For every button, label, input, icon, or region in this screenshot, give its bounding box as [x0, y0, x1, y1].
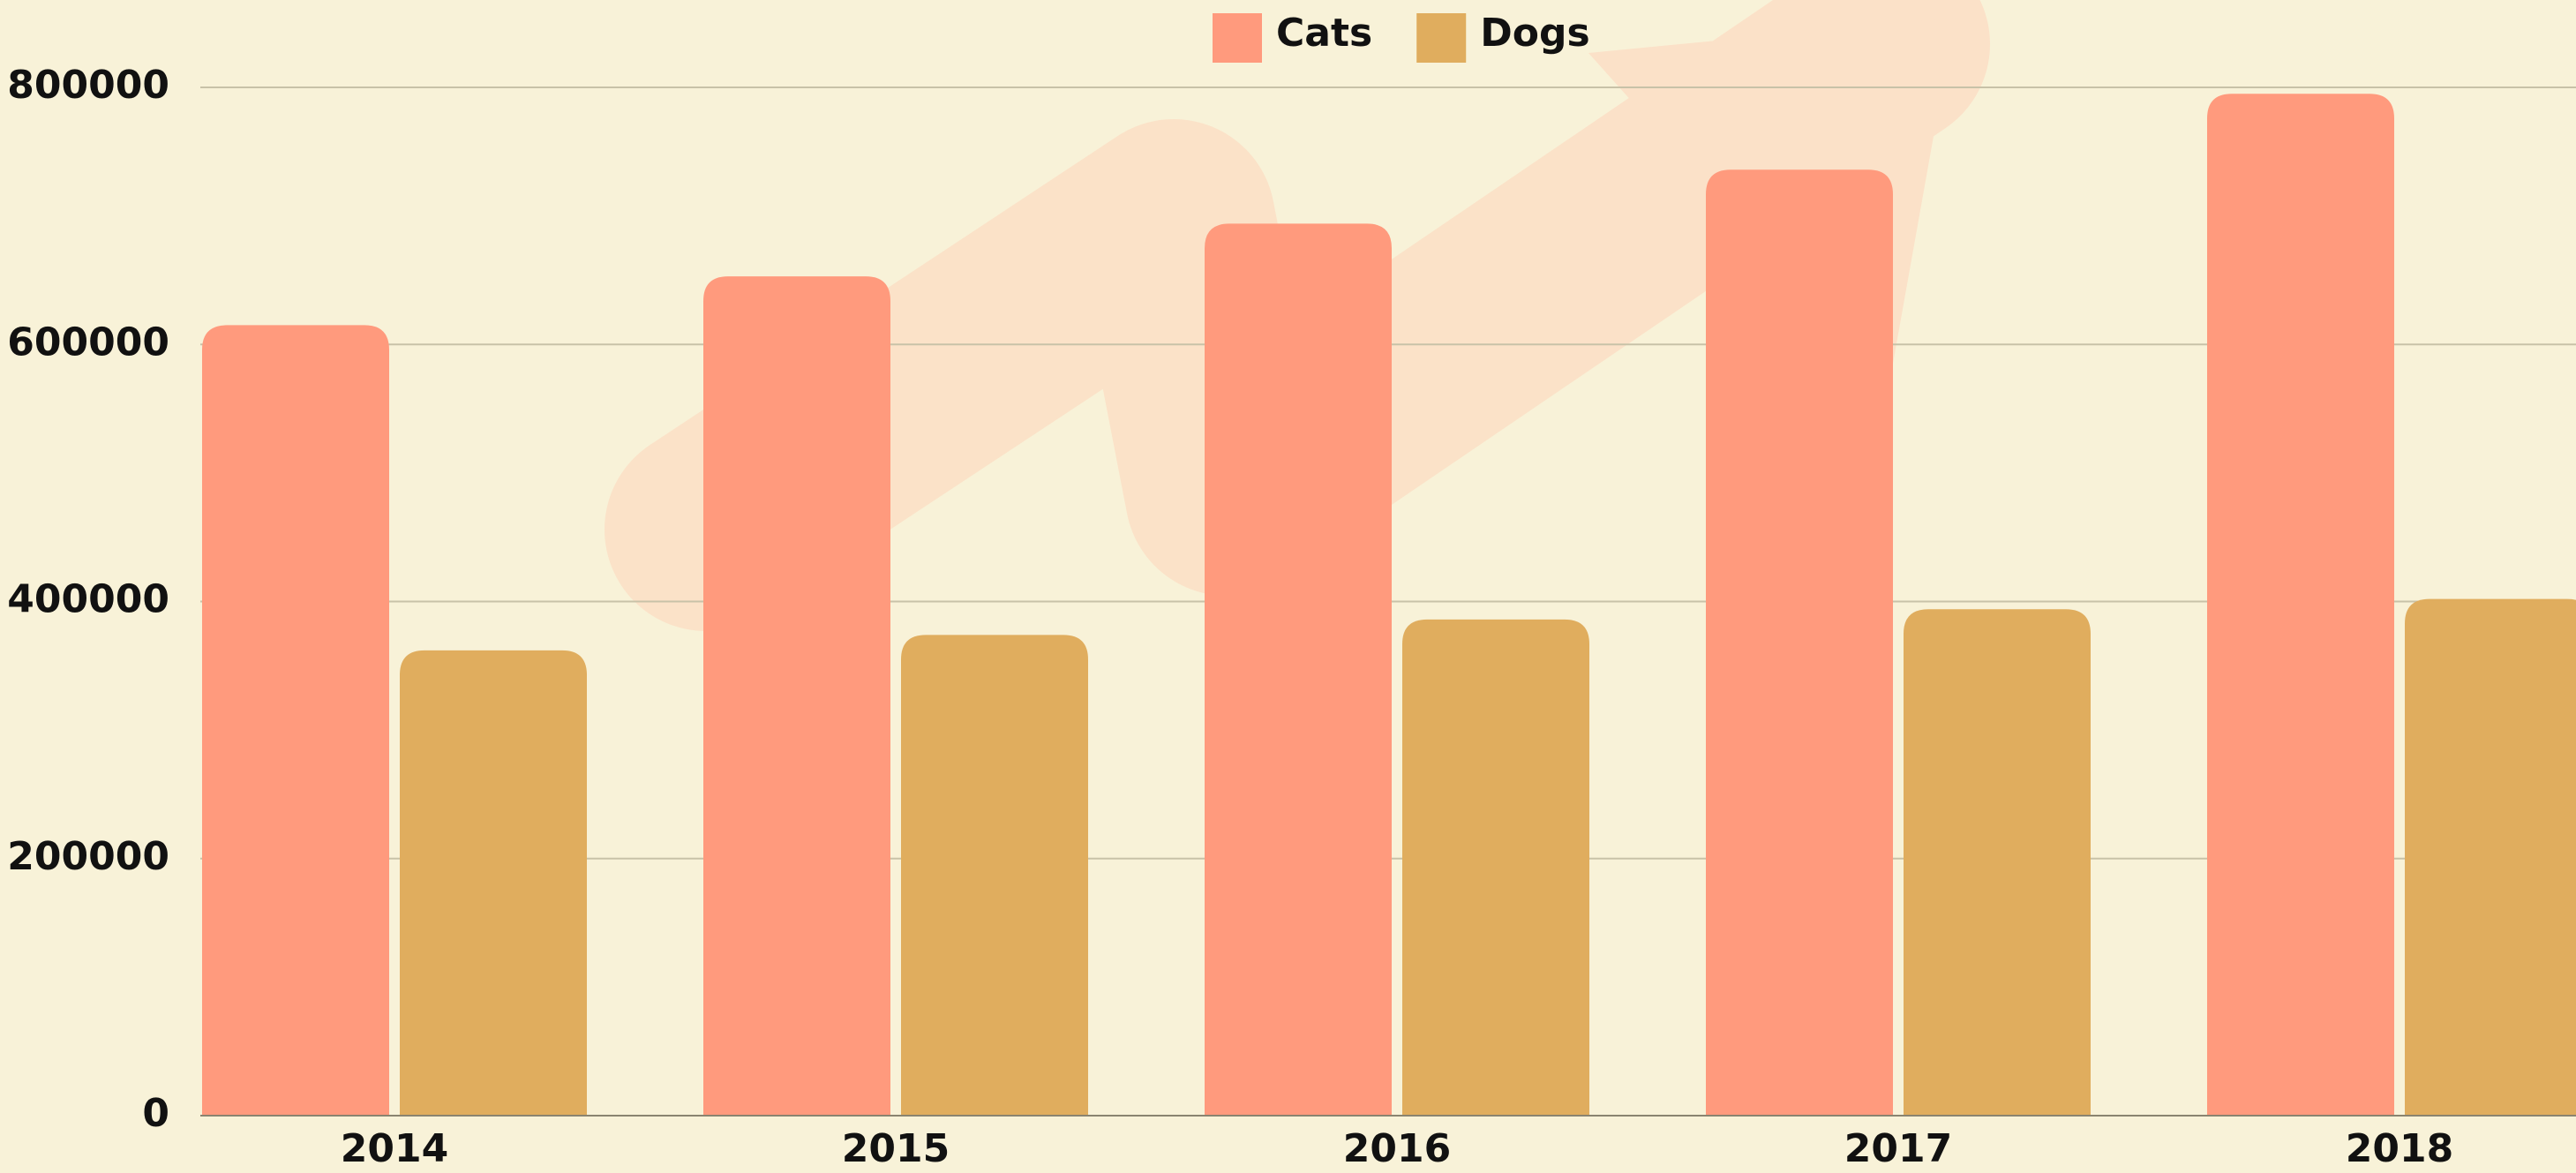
x-tick-label: 2014	[341, 1126, 448, 1171]
bar	[2405, 599, 2576, 1116]
bar	[2207, 94, 2394, 1116]
bar	[202, 325, 389, 1116]
legend-swatch	[1213, 13, 1262, 63]
bar	[1706, 169, 1893, 1116]
x-tick-label: 2015	[842, 1126, 950, 1171]
x-tick-label: 2018	[2346, 1126, 2453, 1171]
chart: 0 200000 400000 600000 800000 2014 2015 2016 201…	[0, 0, 2576, 1173]
legend-label: Dogs	[1480, 11, 1589, 56]
y-tick-label: 0	[142, 1091, 169, 1136]
bar	[1904, 609, 2091, 1116]
y-tick-label: 600000	[7, 320, 169, 365]
page: 0 200000 400000 600000 800000 2014 2015 2016 201…	[0, 0, 2576, 1173]
legend-swatch	[1416, 13, 1466, 63]
y-tick-label: 400000	[7, 577, 169, 622]
legend-label: Cats	[1276, 11, 1372, 56]
bar	[400, 650, 587, 1116]
x-tick-label: 2017	[1844, 1126, 1952, 1171]
x-tick-label: 2016	[1343, 1126, 1451, 1171]
y-tick-label: 200000	[7, 834, 169, 879]
bar	[1402, 620, 1589, 1116]
bar	[703, 276, 890, 1116]
bar	[901, 635, 1088, 1116]
y-tick-label: 800000	[7, 63, 169, 108]
bar	[1205, 223, 1392, 1116]
